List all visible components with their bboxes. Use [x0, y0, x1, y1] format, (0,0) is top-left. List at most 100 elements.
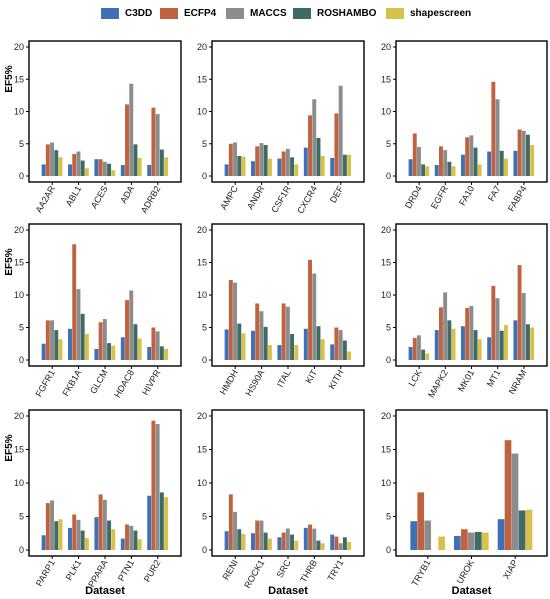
bar-maccs-mapk2: [443, 292, 448, 360]
bar-roshambo-abl1: [80, 160, 85, 176]
bar-c3dd-xiap: [497, 519, 505, 550]
bar-c3dd-aces: [94, 159, 99, 176]
legend-swatch-c3dd: [101, 7, 119, 19]
bar-roshambo-mk01: [473, 330, 478, 360]
y-tick-label: 15: [381, 445, 391, 455]
bar-ecfp4-aces: [98, 159, 103, 176]
bar-maccs-pur2: [155, 424, 160, 550]
bar-ecfp4-mt1: [491, 285, 496, 360]
bar-roshambo-ppara: [107, 520, 112, 550]
bar-c3dd-aa2ar: [41, 164, 46, 176]
bar-maccs-thrb: [312, 528, 317, 550]
bar-c3dd-parp1: [41, 535, 46, 550]
bar-maccs-parp1: [50, 500, 55, 550]
bar-c3dd-kit: [303, 328, 308, 360]
bar-shapescreen-fa7: [503, 158, 508, 176]
legend-swatch-ecfp4: [160, 7, 178, 19]
bar-c3dd-plk1: [68, 527, 72, 550]
bar-maccs-fabp4: [521, 130, 526, 176]
legend-swatch-maccs: [226, 7, 244, 19]
bar-c3dd-pur2: [147, 495, 152, 550]
bar-maccs-ada: [129, 83, 134, 176]
x-tick-label: UROK: [455, 558, 477, 586]
y-tick-label: 20: [381, 225, 391, 235]
bar-maccs-aces: [102, 161, 107, 176]
legend-item-roshambo: ROSHAMBO: [293, 6, 376, 20]
bar-roshambo-hs90a: [263, 326, 268, 360]
bar-c3dd-fa10: [461, 154, 465, 176]
y-tick-label: 0: [202, 171, 207, 181]
y-axis-label: EF5%: [4, 434, 15, 461]
bar-maccs-glcm: [102, 319, 107, 360]
legend-item-maccs: MACCS: [226, 6, 287, 20]
bar-maccs-egfr: [443, 150, 448, 176]
bar-shapescreen-ada: [137, 157, 142, 176]
y-tick-label: 20: [14, 225, 24, 235]
bar-maccs-urok: [468, 532, 475, 550]
bar-c3dd-reni: [224, 531, 229, 550]
bar-c3dd-fgfr1: [41, 343, 46, 360]
bar-shapescreen-plk1: [84, 537, 89, 550]
bar-shapescreen-tryb1: [438, 536, 445, 550]
legend-item-shapescreen: shapescreen: [386, 6, 471, 20]
y-tick-label: 5: [202, 323, 207, 333]
bar-ecfp4-nram: [517, 265, 522, 360]
legend-label-shapescreen: shapescreen: [410, 7, 472, 19]
y-tick-label: 10: [381, 290, 391, 300]
bar-ecfp4-def: [334, 113, 339, 176]
bar-shapescreen-mk01: [477, 339, 482, 360]
bar-ecfp4-csf1r: [281, 151, 286, 176]
panel-row2-col2: 0 5 10 15 20 HMDH HS90A ITAL KIT KITH: [197, 223, 365, 398]
x-tick-label: ADRB2: [139, 184, 163, 215]
bar-c3dd-cxcr4: [303, 147, 308, 176]
bar-ecfp4-hivpr: [151, 327, 156, 360]
x-tick-label: ITAL: [275, 368, 293, 389]
legend-item-c3dd: C3DD: [101, 6, 152, 20]
bar-roshambo-csf1r: [290, 157, 295, 176]
x-tick-label: KIT: [303, 368, 319, 386]
x-tick-label: HMDH: [218, 368, 240, 396]
x-tick-label: NRAM: [507, 368, 529, 396]
y-tick-label: 0: [386, 171, 391, 181]
y-tick-label: 0: [19, 545, 24, 555]
bar-shapescreen-kith: [347, 351, 352, 360]
bar-maccs-tryb1: [424, 520, 432, 550]
bar-roshambo-fabp4: [526, 134, 530, 176]
bar-shapescreen-egfr: [451, 166, 456, 176]
bar-shapescreen-fa10: [477, 164, 482, 176]
bar-c3dd-ital: [277, 345, 282, 360]
bar-roshambo-parp1: [54, 521, 59, 550]
bar-c3dd-rock1: [251, 533, 255, 550]
bar-maccs-ppara: [102, 499, 107, 550]
bar-roshambo-hdac8: [133, 324, 138, 360]
bar-maccs-lck: [417, 335, 421, 360]
legend-swatch-shapescreen: [386, 7, 404, 19]
bar-ecfp4-lck: [412, 337, 417, 360]
x-tick-label: HIVPR: [140, 368, 163, 397]
bar-maccs-kit: [312, 273, 317, 360]
bar-shapescreen-ppara: [111, 529, 116, 550]
bar-maccs-mk01: [469, 306, 474, 360]
bar-maccs-drd4: [417, 146, 421, 176]
bar-roshambo-glcm: [107, 343, 112, 360]
y-tick-label: 20: [197, 225, 207, 235]
y-tick-label: 15: [14, 258, 24, 268]
bar-shapescreen-ampc: [241, 156, 246, 176]
bar-ecfp4-try1: [334, 536, 339, 550]
bar-maccs-andr: [259, 143, 264, 176]
bar-roshambo-ptn1: [133, 530, 138, 550]
bar-roshambo-pur2: [159, 492, 164, 550]
bar-shapescreen-reni: [241, 533, 246, 550]
bar-shapescreen-src: [294, 540, 299, 550]
bar-roshambo-ada: [133, 144, 138, 176]
x-tick-label: PARP1: [34, 558, 57, 588]
y-tick-label: 0: [202, 545, 207, 555]
bar-c3dd-hmdh: [224, 329, 229, 360]
bar-shapescreen-thrb: [320, 543, 325, 550]
x-tick-label: TRYB1: [409, 558, 432, 588]
y-tick-label: 10: [197, 107, 207, 117]
bar-roshambo-thrb: [316, 540, 321, 550]
bar-maccs-reni: [233, 511, 238, 550]
y-tick-label: 10: [381, 107, 391, 117]
